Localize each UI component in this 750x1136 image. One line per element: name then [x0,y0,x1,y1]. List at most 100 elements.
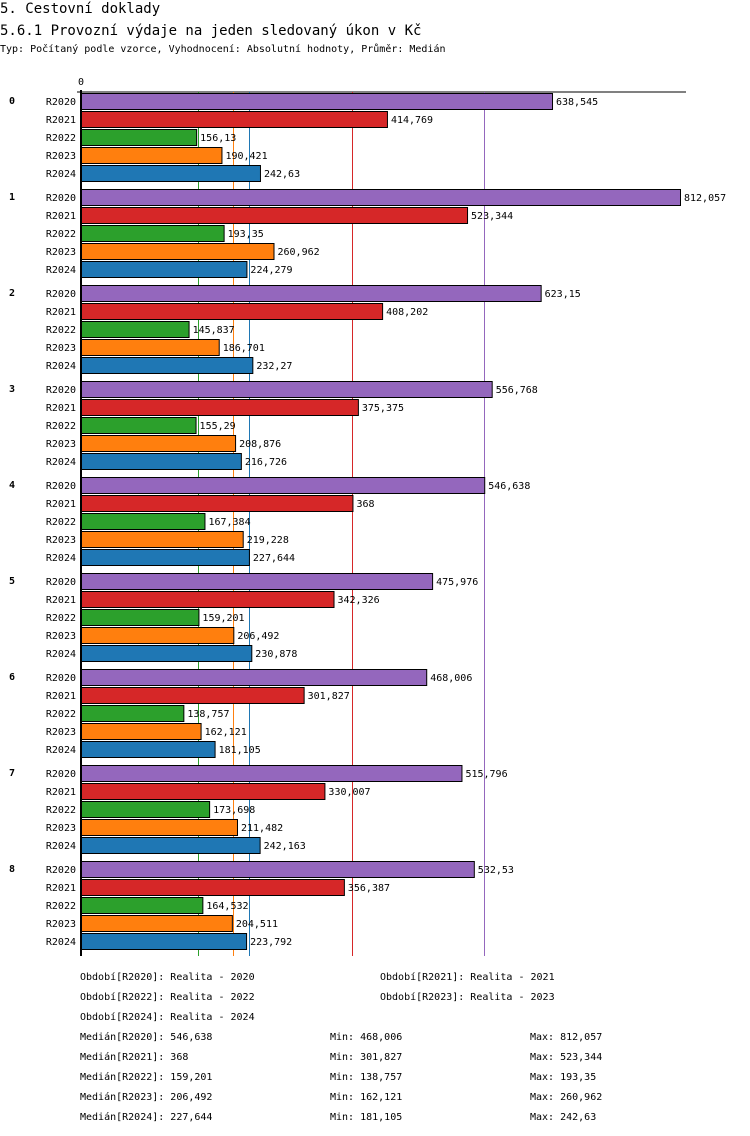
legend-min-r2022: Min: 138,757 [330,1072,403,1083]
category-label: 7 [9,768,15,779]
data-label: 301,827 [308,691,350,702]
series-label: R2021 [46,883,76,894]
legend-median-r2021: Medián[R2021]: 368 [80,1052,189,1063]
series-label: R2024 [46,937,76,948]
bar-r2024 [81,741,216,758]
data-label: 190,421 [225,151,267,162]
bar-r2020 [81,477,486,494]
data-label: 515,796 [465,769,507,780]
legend-max-r2022: Max: 193,35 [530,1072,597,1083]
bar-r2023 [81,243,275,260]
series-label: R2024 [46,265,76,276]
data-label: 523,344 [471,211,513,222]
legend-period-r2024: Období[R2024]: Realita - 2024 [80,1012,255,1023]
legend-min-r2021: Min: 301,827 [330,1052,403,1063]
series-label: R2020 [46,577,76,588]
series-label: R2023 [46,919,76,930]
series-label: R2020 [46,97,76,108]
legend-median-r2020: Medián[R2020]: 546,638 [80,1032,213,1043]
data-label: 155,29 [200,421,236,432]
bar-r2024 [81,933,248,950]
series-label: R2024 [46,649,76,660]
data-label: 223,792 [250,937,292,948]
data-label: 330,007 [328,787,370,798]
series-label: R2023 [46,727,76,738]
chart-subtitle: Typ: Počítaný podle vzorce, Vyhodnocení:… [0,44,446,55]
bar-r2020 [81,381,493,398]
series-label: R2024 [46,457,76,468]
legend-median-r2023: Medián[R2023]: 206,492 [80,1092,213,1103]
data-label: 186,701 [223,343,265,354]
series-label: R2021 [46,499,76,510]
bar-r2023 [81,723,202,740]
series-label: R2021 [46,403,76,414]
bar-r2022 [81,897,204,914]
data-label: 532,53 [478,865,514,876]
bar-r2020 [81,765,463,782]
bar-r2023 [81,339,220,356]
data-label: 356,387 [348,883,390,894]
bar-r2022 [81,225,225,242]
series-label: R2024 [46,169,76,180]
series-label: R2023 [46,343,76,354]
bar-r2020 [81,573,434,590]
data-label: 208,876 [239,439,281,450]
series-label: R2022 [46,613,76,624]
series-label: R2020 [46,289,76,300]
bar-r2020 [81,285,542,302]
data-label: 181,105 [219,745,261,756]
data-label: 812,057 [684,193,726,204]
data-label: 414,769 [391,115,433,126]
data-label: 204,511 [236,919,278,930]
bar-r2021 [81,303,384,320]
legend-max-r2020: Max: 812,057 [530,1032,603,1043]
bar-r2022 [81,417,197,434]
bar-r2021 [81,495,354,512]
category-label: 0 [9,96,15,107]
data-label: 475,976 [436,577,478,588]
series-label: R2021 [46,595,76,606]
series-label: R2021 [46,787,76,798]
data-label: 138,757 [187,709,229,720]
bar-r2024 [81,837,261,854]
data-label: 546,638 [488,481,530,492]
data-label: 468,006 [430,673,472,684]
legend-median-r2022: Medián[R2022]: 159,201 [80,1072,213,1083]
legend-max-r2021: Max: 523,344 [530,1052,603,1063]
bar-r2021 [81,591,335,608]
series-label: R2022 [46,901,76,912]
bar-r2021 [81,399,359,416]
bar-r2022 [81,513,206,530]
series-label: R2022 [46,805,76,816]
bar-r2023 [81,435,237,452]
data-label: 342,326 [338,595,380,606]
data-label: 260,962 [277,247,319,258]
series-label: R2022 [46,325,76,336]
series-label: R2020 [46,385,76,396]
category-label: 1 [9,192,15,203]
bar-r2023 [81,531,244,548]
legend-min-r2020: Min: 468,006 [330,1032,403,1043]
data-label: 408,202 [386,307,428,318]
legend-median-r2024: Medián[R2024]: 227,644 [80,1112,213,1123]
series-label: R2024 [46,553,76,564]
bar-r2024 [81,549,250,566]
section-heading: 5. Cestovní doklady [0,1,161,17]
series-label: R2023 [46,439,76,450]
data-label: 556,768 [496,385,538,396]
series-label: R2024 [46,361,76,372]
data-label: 206,492 [237,631,279,642]
data-label: 242,163 [264,841,306,852]
legend-min-r2023: Min: 162,121 [330,1092,403,1103]
legend-min-r2024: Min: 181,105 [330,1112,403,1123]
bar-r2022 [81,321,190,338]
data-label: 638,545 [556,97,598,108]
data-label: 216,726 [245,457,287,468]
bar-r2020 [81,189,681,206]
category-label: 2 [9,288,15,299]
data-label: 232,27 [256,361,292,372]
series-label: R2021 [46,691,76,702]
series-label: R2020 [46,481,76,492]
category-label: 8 [9,864,15,875]
series-label: R2024 [46,745,76,756]
